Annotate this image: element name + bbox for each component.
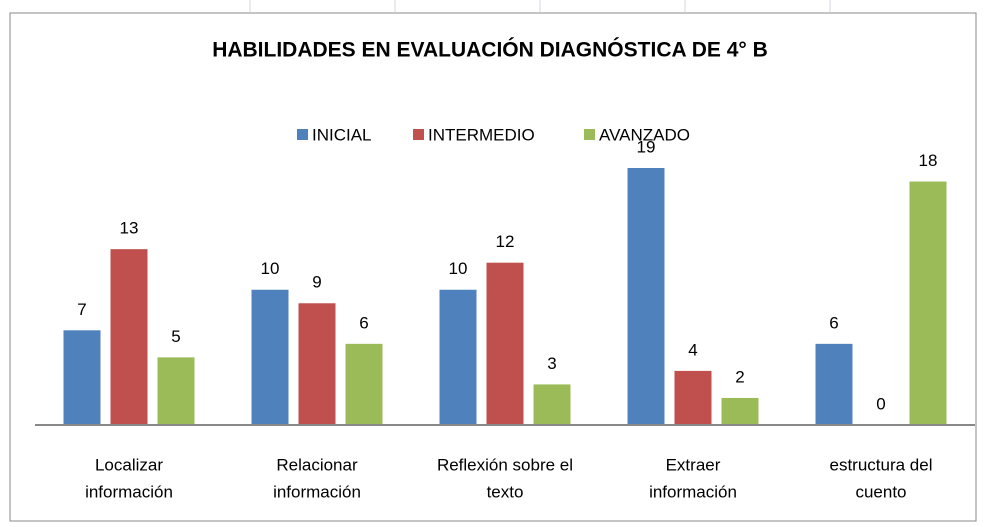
data-label: 19 [637,137,656,156]
data-label: 4 [688,340,697,359]
data-label: 5 [171,327,180,346]
legend-label: INTERMEDIO [428,125,535,144]
x-tick-label: texto [487,482,524,501]
bar [909,181,947,425]
bar [110,249,148,425]
bar [157,357,195,425]
bar [533,384,571,425]
bar [486,262,524,425]
data-label: 6 [359,313,368,332]
x-tick-label: información [649,482,737,501]
data-label: 3 [547,354,556,373]
data-label: 13 [120,219,139,238]
x-tick-label: información [85,482,173,501]
bar [345,343,383,425]
bar [251,289,289,425]
data-label: 18 [919,151,938,170]
x-tick-label: información [273,482,361,501]
legend-swatch [413,129,424,140]
data-label: 6 [829,313,838,332]
sheet-grid [249,0,831,12]
chart-title: HABILIDADES EN EVALUACIÓN DIAGNÓSTICA DE… [212,38,768,62]
data-label: 12 [496,232,515,251]
data-label: 10 [449,259,468,278]
data-label: 7 [77,300,86,319]
bar [63,330,101,425]
legend-label: INICIAL [312,125,372,144]
data-label: 2 [735,367,744,386]
bar [674,370,712,425]
data-label: 0 [876,394,885,413]
bar [298,303,336,425]
x-tick-label: Relacionar [276,455,358,474]
legend-label: AVANZADO [599,125,690,144]
data-label: 10 [261,259,280,278]
bar [815,343,853,425]
x-tick-label: Extraer [666,455,721,474]
x-tick-label: Localizar [95,455,163,474]
x-tick-label: cuento [855,482,906,501]
x-tick-label: Reflexión sobre el [437,455,573,474]
bar [721,397,759,425]
legend-swatch [297,129,308,140]
bar [439,289,477,425]
x-tick-label: estructura del [830,455,933,474]
bar [627,168,665,425]
legend-swatch [584,129,595,140]
data-label: 9 [312,273,321,292]
